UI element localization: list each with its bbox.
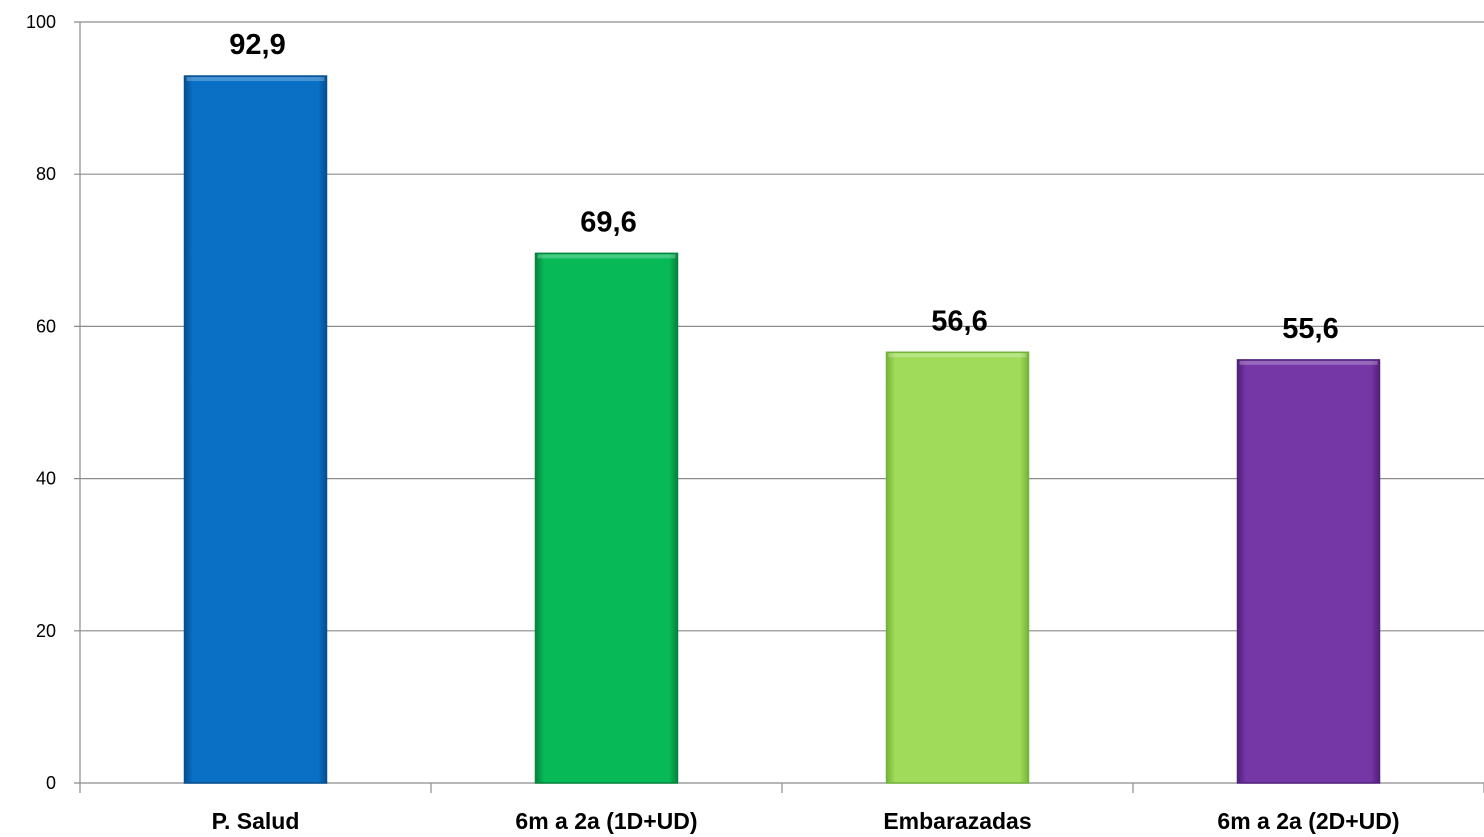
data-label: 56,6 bbox=[931, 305, 987, 337]
bar-2 bbox=[885, 351, 1030, 784]
y-tick-label: 20 bbox=[36, 621, 56, 641]
x-tick-label: P. Salud bbox=[212, 808, 300, 834]
y-tick-label: 0 bbox=[46, 773, 56, 793]
bar-highlight bbox=[1239, 360, 1378, 365]
bar-3 bbox=[1236, 359, 1381, 784]
y-tick-label: 80 bbox=[36, 164, 56, 184]
y-tick-label: 60 bbox=[36, 316, 56, 336]
x-tick-label: Embarazadas bbox=[883, 808, 1031, 834]
bars bbox=[183, 75, 1381, 784]
y-tick-label: 100 bbox=[26, 12, 56, 32]
x-tick-label: 6m a 2a (1D+UD) bbox=[515, 808, 697, 834]
bar-1 bbox=[534, 252, 679, 784]
data-label: 55,6 bbox=[1282, 313, 1338, 345]
x-axis bbox=[79, 22, 1484, 793]
y-axis-ticks: 0 20 40 60 80 100 bbox=[26, 12, 56, 793]
x-tick-label: 6m a 2a (2D+UD) bbox=[1217, 808, 1399, 834]
data-labels: 92,9 69,6 56,6 55,6 bbox=[229, 29, 1338, 345]
category-labels: P. Salud 6m a 2a (1D+UD) Embarazadas 6m a 2… bbox=[212, 808, 1400, 834]
bar-highlight bbox=[888, 353, 1027, 358]
bar-highlight bbox=[186, 77, 325, 82]
y-tick-label: 40 bbox=[36, 469, 56, 489]
data-label: 69,6 bbox=[580, 206, 636, 238]
bar-highlight bbox=[537, 254, 676, 259]
bar-0 bbox=[183, 75, 328, 784]
data-label: 92,9 bbox=[229, 29, 285, 61]
